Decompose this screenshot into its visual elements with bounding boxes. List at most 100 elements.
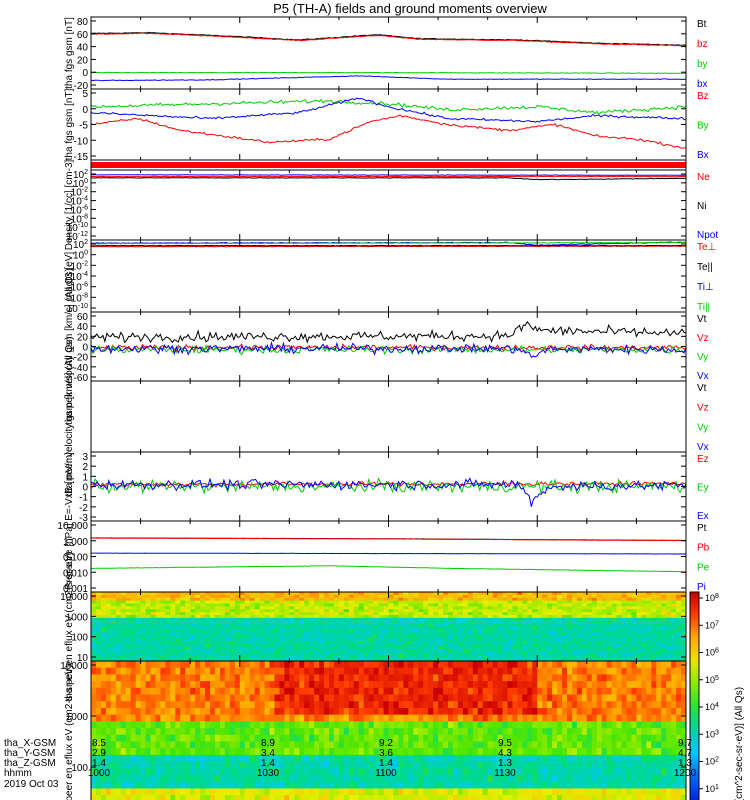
spectrogram-cell <box>373 603 380 607</box>
spectrogram-cell <box>309 606 315 610</box>
spectrogram-cell <box>671 617 677 622</box>
spectrogram-cell <box>671 638 677 642</box>
spectrogram-cell <box>363 594 370 599</box>
spectrogram-cell <box>448 655 454 659</box>
spectrogram-cell <box>190 626 196 630</box>
spectrogram-cell <box>472 635 479 639</box>
spectrogram-cell <box>229 592 236 596</box>
spectrogram-cell <box>666 655 672 659</box>
spectrogram-cell <box>200 592 206 596</box>
spectrogram-cell <box>497 652 504 656</box>
spectrogram-cell <box>324 635 330 639</box>
spectrogram-cell <box>591 620 598 625</box>
spectrogram-cell <box>353 626 360 630</box>
spectrogram-cell <box>264 635 270 639</box>
spectrogram-cell <box>284 638 290 642</box>
spectrogram-cell <box>487 649 494 653</box>
spectrogram-cell <box>329 658 335 662</box>
spectrogram-cell <box>373 632 380 636</box>
spectrogram-cell <box>309 635 315 639</box>
spectrogram-cell <box>408 674 414 682</box>
spectrogram-cell <box>284 721 290 729</box>
spectrogram-cell <box>125 603 132 607</box>
spectrogram-cell <box>185 600 191 604</box>
spectrogram-cell <box>190 701 196 709</box>
spectrogram-cell <box>249 649 256 653</box>
spectrogram-cell <box>601 629 608 633</box>
spectrogram-cell <box>135 728 142 736</box>
spectrogram-cell <box>125 707 132 716</box>
spectrogram-cell <box>299 652 305 656</box>
spectrogram-cell <box>130 594 137 599</box>
spectrogram-cell <box>527 721 533 729</box>
spectrogram-cell <box>239 612 246 616</box>
spectrogram-cell <box>393 652 399 656</box>
spectrogram-cell <box>552 721 558 729</box>
spectrogram-cell <box>557 600 563 604</box>
spectrogram-cell <box>363 707 370 716</box>
y-tick-label: -5 <box>79 121 88 132</box>
spectrogram-cell <box>309 681 315 689</box>
spectrogram-cell <box>333 721 340 729</box>
spectrogram-cell <box>165 643 171 648</box>
spectrogram-cell <box>155 748 161 756</box>
spectrogram-cell <box>120 609 127 613</box>
spectrogram-cell <box>368 741 375 749</box>
spectrogram-cell <box>145 658 151 662</box>
spectrogram-cell <box>448 741 454 749</box>
spectrogram-cell <box>175 741 181 749</box>
spectrogram-cell <box>140 632 147 636</box>
spectrogram-cell <box>542 606 548 610</box>
spectrogram-cell <box>284 617 290 622</box>
spectrogram-cell <box>433 661 439 669</box>
spectrogram-cell <box>631 721 637 729</box>
spectrogram-cell <box>205 646 211 650</box>
spectrogram-cell <box>314 667 320 675</box>
spectrogram-cell <box>497 594 504 599</box>
spectrogram-cell <box>185 606 191 610</box>
spectrogram-cell <box>477 658 484 662</box>
spectrogram-cell <box>200 655 206 659</box>
spectrogram-cell <box>200 674 206 682</box>
spectrogram-cell <box>507 609 513 613</box>
spectrogram-cell <box>408 606 414 610</box>
spectrogram-cell <box>626 626 632 630</box>
spectrogram-cell <box>185 674 191 682</box>
spectrogram-cell <box>438 649 444 653</box>
spectrogram-cell <box>105 655 112 659</box>
spectrogram-cell <box>512 661 518 669</box>
spectrogram-cell <box>120 694 127 702</box>
spectrogram-cell <box>457 707 464 716</box>
spectrogram-cell <box>115 667 122 675</box>
legend-entry: Bx <box>697 150 709 161</box>
spectrogram-cell <box>333 620 340 625</box>
spectrogram-cell <box>353 658 360 662</box>
spectrogram-cell <box>185 632 191 636</box>
spectrogram-cell <box>299 597 305 602</box>
spectrogram-cell <box>319 661 325 669</box>
spectrogram-cell <box>661 592 667 596</box>
series-line-Ni <box>91 177 686 181</box>
spectrogram-cell <box>606 707 613 716</box>
spectrogram-cell <box>641 640 647 645</box>
spectrogram-cell <box>591 655 598 659</box>
spectrogram-cell <box>596 649 603 653</box>
spectrogram-cell <box>314 646 320 650</box>
spectrogram-cell <box>348 667 355 675</box>
y-tick-label: 60 <box>77 312 89 323</box>
spectrogram-cell <box>591 606 598 610</box>
spectrogram-cell <box>403 635 409 639</box>
spectrogram-cell <box>398 687 404 696</box>
spectrogram-cell <box>110 674 117 682</box>
spectrogram-cell <box>636 617 642 622</box>
spectrogram-cell <box>552 655 558 659</box>
spectrogram-cell <box>319 609 325 613</box>
spectrogram-cell <box>125 643 132 648</box>
spectrogram-cell <box>358 638 365 642</box>
spectrogram-cell <box>388 707 394 716</box>
spectrogram-cell <box>413 643 419 648</box>
spectrogram-cell <box>100 714 107 722</box>
spectrogram-cell <box>200 721 206 729</box>
spectrogram-cell <box>309 661 315 669</box>
spectrogram-cell <box>205 681 211 689</box>
